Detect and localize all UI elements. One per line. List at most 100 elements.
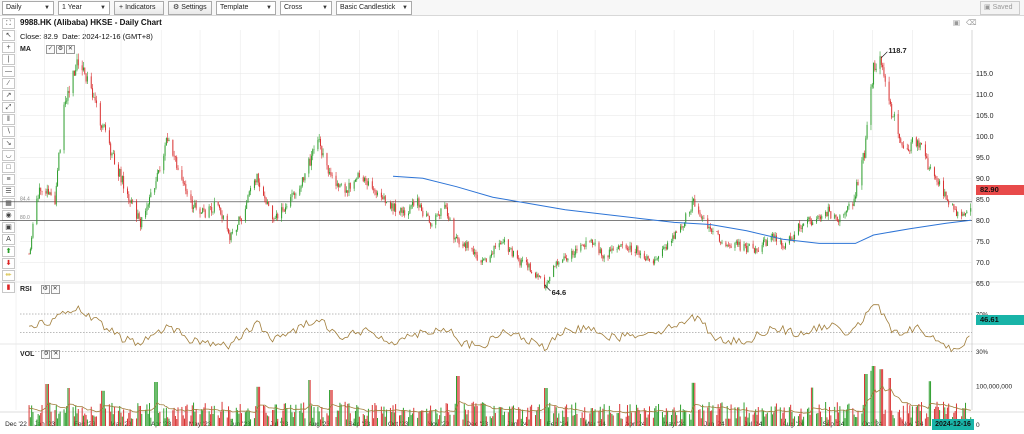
candle-body	[493, 245, 495, 255]
cursor-select[interactable]: Cross ▼	[280, 1, 332, 15]
vertical-line-tool[interactable]: |	[2, 54, 15, 65]
range-value: 1 Year	[62, 4, 82, 11]
date-label: Date:	[62, 32, 81, 41]
extended-line-tool[interactable]: ⤢	[2, 102, 15, 113]
arrow-line-tool[interactable]: ↘	[2, 138, 15, 149]
volume-bar	[773, 412, 775, 426]
volume-bar	[395, 404, 397, 426]
buy-arrow-tool[interactable]: ⬆	[2, 246, 15, 257]
candle-body	[720, 241, 722, 244]
candle-body	[638, 251, 640, 255]
chart-style-select[interactable]: Basic Candlestick ▼	[336, 1, 412, 15]
y-tick-label: 110.0	[976, 92, 993, 99]
volume-bar	[818, 404, 820, 426]
speed-line-icon: ▣	[5, 224, 12, 231]
candle-body	[626, 248, 628, 250]
volume-bar	[888, 378, 890, 426]
candle-body	[594, 242, 596, 245]
candle-body	[933, 167, 935, 177]
volume-bar	[177, 407, 179, 426]
volume-bar	[870, 370, 872, 426]
gear-icon: ⚙	[57, 45, 64, 52]
candle-body	[99, 103, 101, 126]
vol-settings-button[interactable]: ⚙	[41, 349, 51, 359]
volume-bar	[340, 404, 342, 426]
fibonacci-tool[interactable]: ≡	[2, 174, 15, 185]
vol-remove-button[interactable]: ✕	[51, 349, 61, 359]
volume-bar	[99, 403, 101, 426]
ma-visible-toggle[interactable]: ✓	[45, 44, 55, 54]
candle-body	[901, 142, 903, 146]
volume-bar	[861, 413, 863, 426]
check-icon: ✓	[47, 45, 53, 52]
volume-bar	[471, 402, 473, 426]
volume-bar	[948, 403, 950, 426]
volume-bar	[309, 380, 311, 426]
volume-bar	[721, 402, 723, 426]
ma-remove-button[interactable]: ✕	[65, 44, 75, 54]
rsi-remove-button[interactable]: ✕	[50, 284, 60, 294]
template-select[interactable]: Template ▼	[216, 1, 276, 15]
text-tool[interactable]: A	[2, 234, 15, 245]
rectangle-icon: □	[6, 164, 11, 171]
rsi-settings-button[interactable]: ⚙	[40, 284, 50, 294]
fib-extension-tool[interactable]: ☰	[2, 186, 15, 197]
candle-body	[253, 180, 255, 189]
candle-body	[58, 152, 60, 171]
candle-body	[73, 70, 75, 76]
volume-bar	[382, 413, 384, 426]
highlighter-tool[interactable]: ✏	[2, 270, 15, 281]
ray-tool[interactable]: ↗	[2, 90, 15, 101]
cycle-icon: ◉	[5, 212, 12, 219]
arc-tool[interactable]: ◡	[2, 150, 15, 161]
candle-body	[766, 240, 768, 246]
volume-bar	[90, 406, 92, 426]
volume-bar	[592, 408, 593, 426]
volume-bar	[463, 404, 465, 426]
candle-body	[945, 191, 947, 200]
candle-body	[492, 253, 494, 255]
volume-bar	[247, 408, 249, 426]
save-button[interactable]: ▣ Saved	[980, 1, 1020, 15]
indicators-button[interactable]: + Indicators	[114, 1, 164, 15]
gann-tool[interactable]: ▦	[2, 198, 15, 209]
eraser-tool[interactable]: ▮	[2, 282, 15, 293]
regression-tool[interactable]: ∖	[2, 126, 15, 137]
horizontal-line-tool[interactable]: —	[2, 66, 15, 77]
candle-body	[108, 130, 110, 144]
fullscreen-tool[interactable]: ⛶	[2, 18, 15, 29]
volume-bar	[331, 390, 333, 426]
candle-body	[655, 259, 657, 260]
candle-body	[268, 201, 270, 206]
crosshair-tool[interactable]: +	[2, 42, 15, 53]
volume-bar	[462, 419, 464, 426]
candle-body	[294, 193, 296, 195]
candle-body	[330, 172, 332, 176]
volume-bar	[283, 403, 285, 426]
period-select[interactable]: Daily ▼	[2, 1, 54, 15]
chart-export-icon[interactable]: ▣	[953, 18, 961, 27]
gear-icon: ⚙	[42, 285, 48, 292]
candle-body	[545, 286, 547, 289]
volume-bar	[246, 410, 248, 426]
sell-arrow-tool[interactable]: ⬇	[2, 258, 15, 269]
candle-body	[864, 153, 865, 158]
rectangle-tool[interactable]: □	[2, 162, 15, 173]
candle-body	[567, 258, 569, 261]
volume-bar	[411, 413, 413, 426]
candle-body	[718, 234, 720, 242]
candle-body	[264, 195, 266, 199]
settings-button[interactable]: ⚙ Settings	[168, 1, 212, 15]
chart-trash-icon[interactable]: ⌫	[966, 18, 977, 27]
range-select[interactable]: 1 Year ▼	[58, 1, 110, 15]
candle-body	[173, 155, 175, 157]
trend-line-tool[interactable]: ∕	[2, 78, 15, 89]
pointer-tool[interactable]: ↖	[2, 30, 15, 41]
parallel-channel-tool[interactable]: ‖	[2, 114, 15, 125]
speed-line-tool[interactable]: ▣	[2, 222, 15, 233]
ma-settings-button[interactable]: ⚙	[55, 44, 65, 54]
candle-body	[774, 235, 776, 239]
chevron-down-icon: ▼	[266, 5, 272, 11]
candle-body	[138, 213, 140, 219]
